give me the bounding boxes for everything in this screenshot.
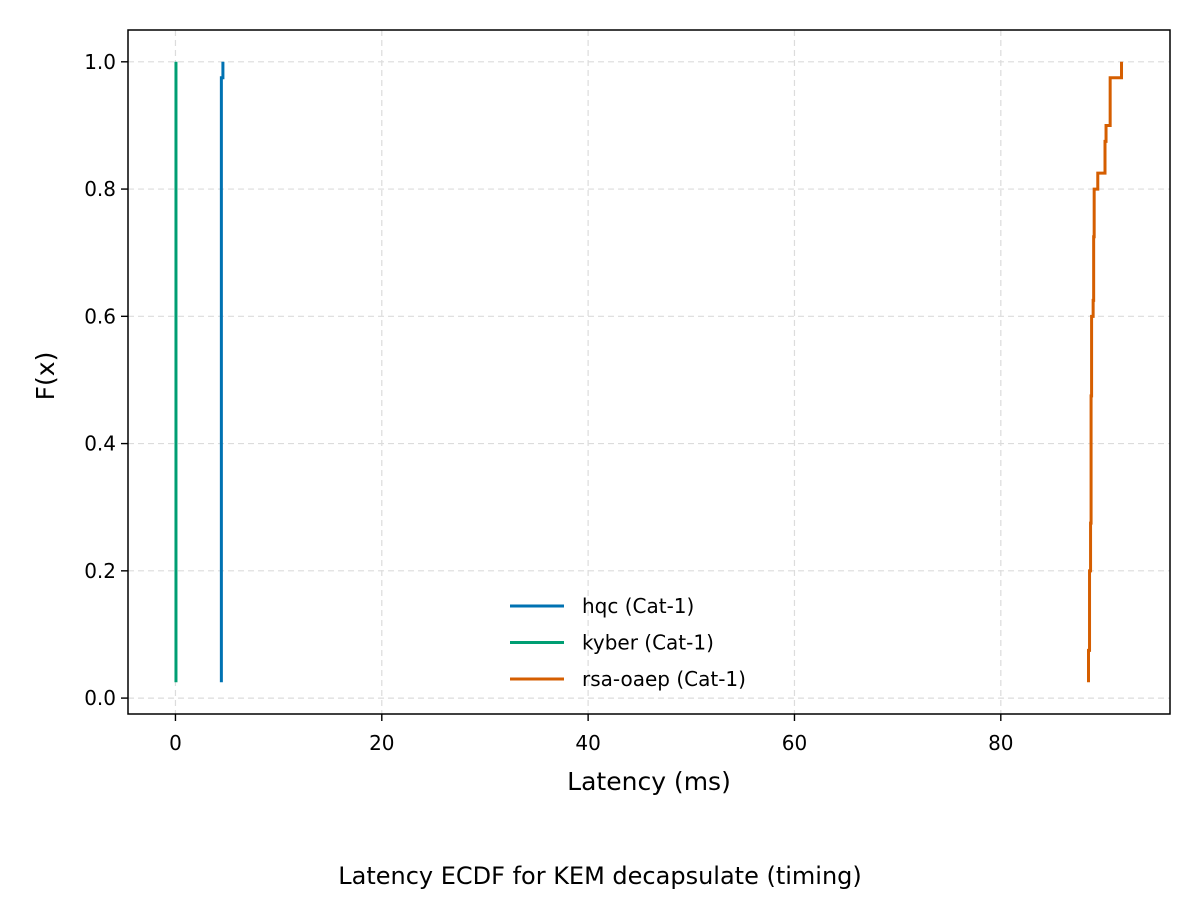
x-tick-label: 0 — [169, 731, 182, 755]
y-tick-label: 0.4 — [84, 432, 116, 456]
y-tick-label: 0.0 — [84, 686, 116, 710]
y-axis-label: F(x) — [31, 352, 60, 401]
series-layer — [174, 61, 1124, 683]
series-line-2 — [1087, 61, 1124, 683]
x-tick-label: 60 — [782, 731, 807, 755]
x-tick-label: 80 — [988, 731, 1013, 755]
chart-caption: Latency ECDF for KEM decapsulate (timing… — [338, 862, 862, 890]
x-tick-label: 20 — [369, 731, 394, 755]
y-tick-label: 0.2 — [84, 559, 116, 583]
tick-layer: 0 20 40 60 80 0.0 0.2 0.4 0.6 0.8 1.0 — [84, 50, 1013, 755]
legend-label: kyber (Cat-1) — [582, 631, 714, 655]
y-tick-label: 1.0 — [84, 50, 116, 74]
grid-layer — [128, 30, 1170, 714]
plot-area-frame — [127, 29, 1171, 715]
y-tick-label: 0.6 — [84, 304, 116, 328]
legend: hqc (Cat-1) kyber (Cat-1) rsa-oaep (Cat-1) — [510, 594, 746, 691]
legend-label: rsa-oaep (Cat-1) — [582, 667, 746, 691]
y-tick-label: 0.8 — [84, 177, 116, 201]
x-tick-label: 40 — [575, 731, 600, 755]
x-axis-label: Latency (ms) — [567, 767, 731, 796]
series-line-0 — [219, 61, 225, 683]
legend-label: hqc (Cat-1) — [582, 594, 694, 618]
